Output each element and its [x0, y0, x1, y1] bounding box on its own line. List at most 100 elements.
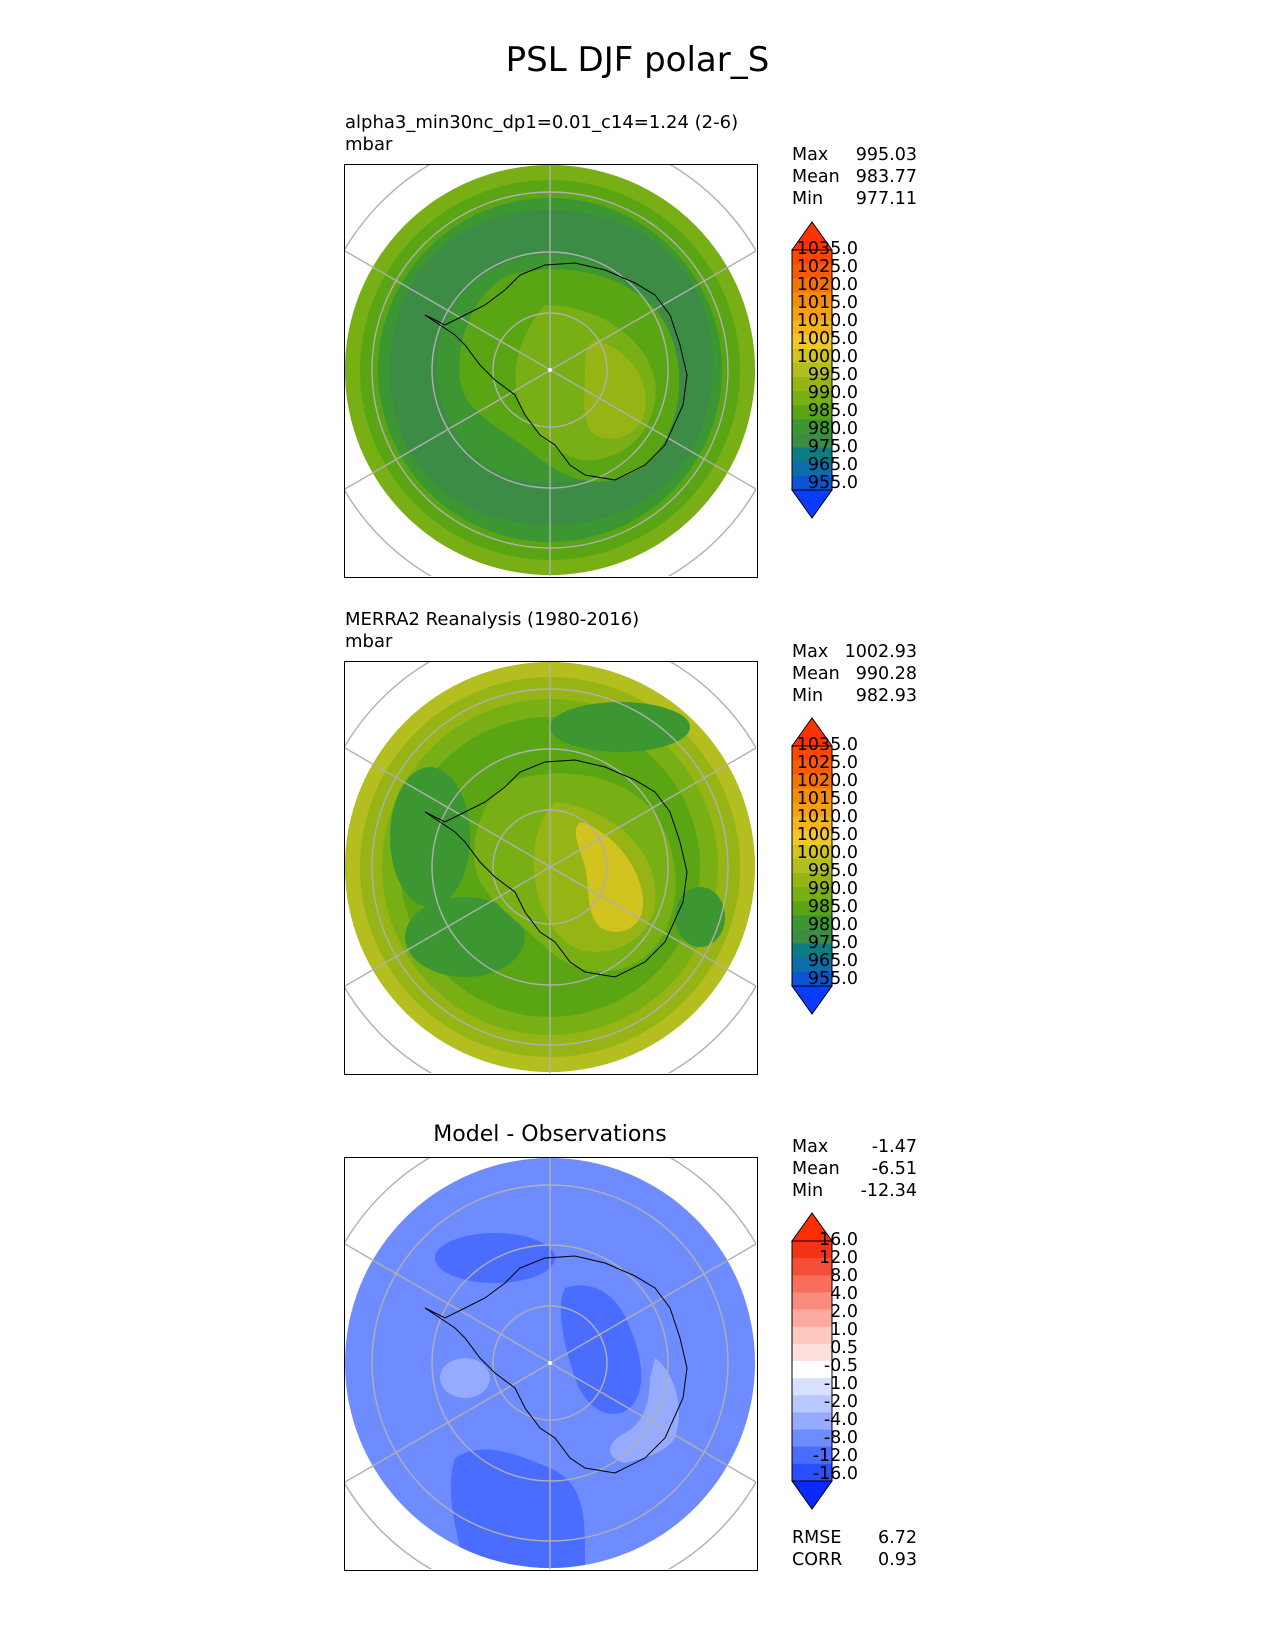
colorbar-swatch: [792, 348, 832, 364]
colorbar-model-labels: 1035.0 1025.0 1020.0 1015.0 1010.0 1005.0 1000…: [792, 239, 902, 493]
colorbar-model-swatches: [791, 221, 833, 519]
colorbar-swatch: [792, 278, 832, 293]
colorbar-swatch: [792, 774, 832, 789]
colorbar-tick-label: 12.0: [819, 1248, 858, 1268]
colorbar-swatch: [792, 306, 832, 322]
colorbar-swatch: [792, 419, 832, 435]
colorbar-tick-label: 1010.0: [796, 311, 858, 331]
colorbar-tick-label: 1.0: [830, 1320, 858, 1340]
colorbar-tick-label: 990.0: [807, 383, 858, 403]
colorbar-swatch: [792, 943, 832, 959]
stat-mean-value: 990.28: [855, 664, 917, 684]
colorbar-swatch: [792, 320, 832, 336]
colorbar-swatch: [792, 1326, 832, 1345]
colorbar-tick-label: 980.0: [807, 915, 858, 935]
stat-mean-value: -6.51: [871, 1159, 917, 1179]
colorbar-swatch: [792, 1463, 832, 1482]
colorbar-diff-swatches: [791, 1212, 833, 1510]
map-diff: [344, 1157, 758, 1571]
colorbar-swatch: [792, 929, 832, 945]
map-model: [344, 164, 758, 578]
colorbar-swatch: [792, 334, 832, 350]
colorbar-tick-label: 980.0: [807, 419, 858, 439]
stat-min-label: Min: [792, 1181, 824, 1201]
colorbar-tick-label: 1035.0: [796, 239, 858, 259]
panel-diff-metrics: RMSE 6.72 CORR 0.93: [792, 1527, 917, 1571]
stat-mean-label: Mean: [792, 664, 840, 684]
colorbar-tick-label: -4.0: [823, 1410, 858, 1430]
colorbar-tick-label: -16.0: [812, 1464, 858, 1484]
panel-model-title: alpha3_min30nc_dp1=0.01_c14=1.24 (2-6) m…: [345, 112, 738, 156]
colorbar-outline: [791, 1240, 833, 1482]
colorbar-tick-label: 1025.0: [796, 753, 858, 773]
colorbar-tick-label: 1020.0: [796, 275, 858, 295]
colorbar-tick-label: 16.0: [819, 1230, 858, 1250]
colorbar-swatch: [792, 1412, 832, 1431]
panel-model-units: mbar: [345, 134, 393, 155]
colorbar-swatch: [792, 447, 832, 463]
colorbar-swatch: [792, 1343, 832, 1362]
colorbar-obs-labels: 1035.0 1025.0 1020.0 1015.0 1010.0 1005.0 1000…: [792, 736, 902, 988]
colorbar-swatch: [792, 901, 832, 916]
colorbar-swatch: [792, 1446, 832, 1465]
colorbar-tick-label: -1.0: [823, 1374, 858, 1394]
colorbar-tick-label: 955.0: [807, 473, 858, 493]
stat-min-value: 977.11: [855, 189, 917, 209]
colorbar-tick-label: 990.0: [807, 879, 858, 899]
colorbar-swatch: [792, 788, 832, 803]
stat-min-value: -12.34: [860, 1181, 917, 1201]
colorbar-model: [790, 221, 834, 519]
stat-mean-value: 983.77: [855, 167, 917, 187]
colorbar-extend-min: [791, 1480, 833, 1510]
polar-map-model: [345, 165, 756, 576]
stat-max-value: 1002.93: [844, 642, 917, 662]
colorbar-tick-label: 995.0: [807, 365, 858, 385]
stat-min-value: 982.93: [855, 686, 917, 706]
colorbar-swatch: [792, 377, 832, 392]
colorbar-swatch: [792, 1241, 832, 1259]
rmse-label: RMSE: [792, 1528, 842, 1548]
colorbar-extend-min: [791, 985, 833, 1015]
colorbar-tick-label: 975.0: [807, 933, 858, 953]
panel-model-case-name: alpha3_min30nc_dp1=0.01_c14=1.24 (2-6): [345, 112, 739, 133]
stat-max-value: -1.47: [871, 1137, 917, 1157]
colorbar-tick-label: 975.0: [807, 437, 858, 457]
colorbar-swatch: [792, 264, 832, 279]
panel-diff-stats: Max -1.47 Mean -6.51 Min -12.34: [792, 1136, 917, 1202]
corr-value: 0.93: [878, 1550, 917, 1570]
colorbar-tick-label: -8.0: [823, 1428, 858, 1448]
stat-max-value: 995.03: [855, 145, 917, 165]
panel-obs-name: MERRA2 Reanalysis (1980-2016): [345, 609, 640, 630]
colorbar-tick-label: -12.0: [812, 1446, 858, 1466]
polar-map-obs: [345, 662, 756, 1073]
colorbar-tick-label: 1020.0: [796, 771, 858, 791]
polar-map-diff: [345, 1158, 756, 1569]
colorbar-swatch: [792, 1361, 832, 1379]
colorbar-tick-label: 1015.0: [796, 789, 858, 809]
colorbar-tick-label: 1025.0: [796, 257, 858, 277]
colorbar-swatch: [792, 362, 832, 378]
corr-label: CORR: [792, 1550, 843, 1570]
colorbar-tick-label: 1015.0: [796, 293, 858, 313]
colorbar-swatch: [792, 760, 832, 775]
page-title: PSL DJF polar_S: [505, 40, 770, 80]
colorbar-tick-label: 1005.0: [796, 825, 858, 845]
colorbar-swatch: [792, 858, 832, 874]
stat-mean-label: Mean: [792, 1159, 840, 1179]
colorbar-swatch: [792, 887, 832, 902]
colorbar-swatch: [792, 816, 832, 832]
rmse-value: 6.72: [878, 1528, 917, 1548]
panel-obs-units: mbar: [345, 631, 393, 652]
colorbar-swatch: [792, 1429, 832, 1448]
colorbar-tick-label: -2.0: [823, 1392, 858, 1412]
colorbar-outline: [791, 745, 833, 987]
colorbar-swatch: [792, 915, 832, 931]
colorbar-swatch: [792, 475, 832, 491]
colorbar-swatch: [792, 405, 832, 420]
colorbar-swatch: [792, 1309, 832, 1328]
map-obs: [344, 661, 758, 1075]
colorbar-swatch: [792, 830, 832, 846]
stat-max-label: Max: [792, 1137, 829, 1157]
colorbar-tick-label: 965.0: [807, 951, 858, 971]
panel-diff-title: Model - Observations: [433, 1122, 667, 1147]
